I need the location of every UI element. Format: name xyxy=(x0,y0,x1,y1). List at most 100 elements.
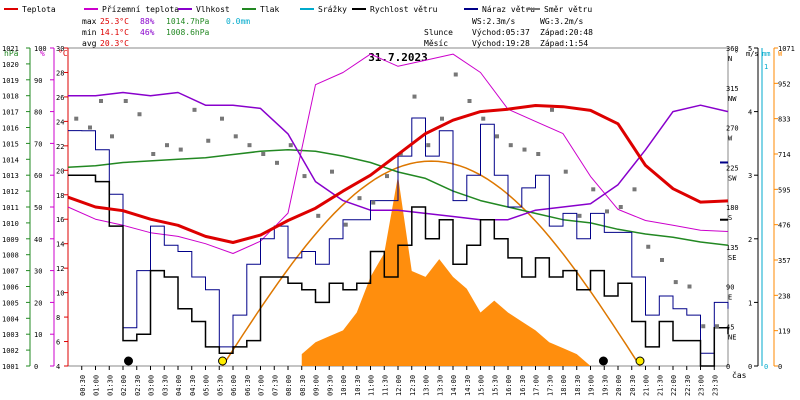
axis-dir-tick-label: 45 xyxy=(726,323,734,331)
axis-wm2-tick-label: 119 xyxy=(778,328,791,336)
axis-x-tick-label: 14:30 xyxy=(464,375,472,396)
axis-hpa-label: hPa xyxy=(4,49,19,58)
info-moonrise: Východ:19:28 xyxy=(472,39,530,48)
wind-direction-point xyxy=(550,107,554,112)
axis-x-tick-label: 03:00 xyxy=(148,375,156,396)
axis-wm2-tick-label: 1071 xyxy=(778,45,795,53)
axis-wm2-tick-label: 595 xyxy=(778,186,791,194)
axis-ms-tick-label: 0 xyxy=(748,363,752,371)
axis-temp-tick-label: 12 xyxy=(56,265,64,273)
wind-direction-point xyxy=(137,112,142,117)
wind-direction-point xyxy=(618,205,623,209)
info-sun-label: Slunce xyxy=(424,28,453,37)
ws-marker xyxy=(720,218,728,221)
info-moonset: Západ:1:54 xyxy=(540,39,588,48)
axis-temp-tick-label: 26 xyxy=(56,94,64,102)
axis-dir-tick-label: 135 xyxy=(726,244,739,252)
axis-temp-tick-label: 30 xyxy=(56,45,64,53)
axis-mm-tick-label: 1 xyxy=(764,63,768,71)
wind-direction-point xyxy=(357,196,362,201)
wind-direction-point xyxy=(591,187,596,192)
wind-direction-point xyxy=(660,258,664,262)
wind-direction-point xyxy=(288,143,293,148)
axis-hpa-tick-label: 1020 xyxy=(2,61,19,69)
axis-x-tick-label: 07:00 xyxy=(258,375,266,396)
axis-ms-tick-label: 2 xyxy=(748,236,752,244)
axis-pct-tick-label: 20 xyxy=(34,299,42,307)
wind-direction-point xyxy=(467,99,472,103)
axis-mm-label: mm xyxy=(762,50,770,58)
wind-direction-point xyxy=(165,143,169,148)
wind-direction-point xyxy=(123,99,128,103)
stat-max-hum: 88% xyxy=(140,17,155,26)
wind-direction-point xyxy=(371,200,376,205)
axis-x-tick-label: 15:00 xyxy=(478,375,486,396)
axis-temp-tick-label: 28 xyxy=(56,69,64,77)
axis-x-tick-label: 23:30 xyxy=(711,375,719,396)
legend-label: Rychlost větru xyxy=(370,5,438,14)
wind-direction-point xyxy=(151,152,156,156)
series-humidity-line xyxy=(68,91,729,221)
axis-x-tick-label: 05:30 xyxy=(216,375,224,396)
axis-x-tick-label: 02:00 xyxy=(120,375,128,396)
legend-label: Směr větru xyxy=(544,5,592,14)
event-marker-sunrise xyxy=(218,356,228,366)
axis-mm-tick-label: 0 xyxy=(764,363,768,371)
axis-hpa-tick-label: 1008 xyxy=(2,252,19,260)
axis-temp-tick-label: 24 xyxy=(56,118,64,126)
axis-temp-tick-label: 8 xyxy=(56,314,60,322)
axis-temp-tick-label: 10 xyxy=(56,290,64,298)
axis-x-tick-label: 23:00 xyxy=(698,375,706,396)
axis-hpa-tick-label: 1006 xyxy=(2,284,19,292)
axis-x-tick-label: 21:30 xyxy=(656,375,664,396)
info-sunrise: Východ:05:37 xyxy=(472,28,530,37)
wind-direction-point xyxy=(440,116,444,121)
axis-temp-tick-label: 22 xyxy=(56,143,64,151)
stat-min-label: min xyxy=(82,28,97,37)
wind-direction-point xyxy=(481,116,486,121)
axis-hpa-tick-label: 1021 xyxy=(2,45,19,53)
axis-x-tick-label: 14:00 xyxy=(450,375,458,396)
axis-x-tick-label: 16:00 xyxy=(505,375,513,396)
axis-x-tick-label: 01:00 xyxy=(93,375,101,396)
axis-x-tick-label: 19:30 xyxy=(601,375,609,396)
wind-direction-point xyxy=(233,134,238,139)
axis-dir-name: S xyxy=(728,214,732,222)
axis-x-tick-label: 02:30 xyxy=(134,375,142,396)
axis-x-tick-label: 15:30 xyxy=(491,375,499,396)
legend-label: Teplota xyxy=(22,5,56,14)
wind-direction-point xyxy=(632,187,637,192)
axis-ms-tick-label: 4 xyxy=(748,109,752,117)
info-ws: WS:2.3m/s xyxy=(472,17,516,26)
axis-dir-name: NE xyxy=(728,333,736,341)
axis-dir-tick-label: 225 xyxy=(726,164,739,172)
series-temperature-line xyxy=(67,104,729,244)
axis-x-tick-label: 08:30 xyxy=(299,375,307,396)
axis-x-tick-label: 05:00 xyxy=(203,375,211,396)
axis-wm2-label: W xyxy=(778,50,783,58)
wind-direction-point xyxy=(88,125,92,130)
axis-hpa-tick-label: 1017 xyxy=(2,109,19,117)
axis-dir-name: E xyxy=(728,294,732,302)
axis-dir-tick-label: 360 xyxy=(726,45,739,53)
wind-direction-point xyxy=(605,209,609,214)
wind-direction-point xyxy=(522,147,527,152)
chart-title: 31.7.2023 xyxy=(368,51,428,64)
axis-x-tick-label: 13:00 xyxy=(423,375,431,396)
axis-pct-tick-label: 90 xyxy=(34,77,42,85)
axis-x-tick-label: 12:00 xyxy=(395,375,403,396)
axis-hpa-tick-label: 1003 xyxy=(2,331,19,339)
stat-avg-temp: 20.3°C xyxy=(100,39,129,48)
axis-x-tick-label: 10:30 xyxy=(354,375,362,396)
legend-label: Přízemní teplota xyxy=(102,5,179,14)
axis-hpa-tick-label: 1010 xyxy=(2,220,19,228)
wind-direction-point xyxy=(508,143,513,148)
axis-dir-tick-label: 180 xyxy=(726,204,739,212)
wind-direction-point xyxy=(192,107,197,112)
legend-label: Náraz větru xyxy=(482,5,535,14)
stat-avg-label: avg xyxy=(82,39,97,48)
series-wind-speed-line xyxy=(68,174,729,367)
series-wind-gust-line xyxy=(68,117,729,354)
axis-x-tick-label: 06:00 xyxy=(230,375,238,396)
axis-x-tick-label: 18:30 xyxy=(574,375,582,396)
